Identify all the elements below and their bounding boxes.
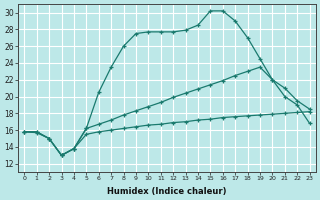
X-axis label: Humidex (Indice chaleur): Humidex (Indice chaleur) (107, 187, 227, 196)
